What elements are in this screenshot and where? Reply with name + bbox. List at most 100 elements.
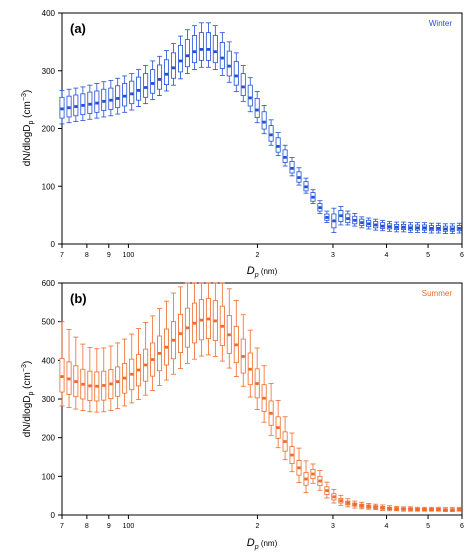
box-19 [191, 282, 197, 360]
box-53 [428, 222, 434, 234]
box-2 [73, 336, 79, 410]
box-31 [275, 132, 281, 157]
box-13 [150, 315, 156, 391]
box-1 [66, 88, 72, 124]
box-5 [94, 348, 100, 413]
box-28 [254, 347, 260, 410]
box-16 [170, 292, 177, 375]
box-49 [401, 221, 407, 233]
y-tick-label: 600 [42, 279, 56, 288]
box-6 [101, 347, 107, 413]
x-tick-label: 8 [85, 252, 89, 259]
box-57 [456, 506, 462, 512]
y-tick-label: 0 [51, 511, 56, 520]
y-tick-label: 400 [42, 9, 56, 18]
box-29 [261, 365, 267, 423]
box-8 [115, 342, 121, 410]
y-axis-label-summer: dN/dlogDp (cm−3) [21, 361, 35, 437]
box-3 [80, 343, 86, 412]
box-17 [177, 35, 184, 80]
box-15 [163, 300, 170, 381]
x-axis-label-summer: Dp (nm) [247, 537, 278, 551]
box-23 [219, 282, 225, 362]
box-27 [247, 329, 253, 398]
y-tick-label: 500 [42, 318, 56, 327]
legend-winter: Winter [429, 19, 452, 28]
box-46 [380, 219, 386, 232]
x-tick-label: 100 [123, 252, 135, 259]
box-43 [359, 216, 365, 229]
box-48 [394, 506, 400, 512]
box-44 [366, 502, 372, 510]
x-tick-label: 2 [256, 523, 260, 530]
box-14 [157, 308, 163, 386]
box-39 [331, 489, 337, 504]
box-55 [442, 223, 448, 235]
box-50 [408, 222, 414, 233]
box-0 [59, 89, 65, 125]
box-31 [275, 400, 281, 449]
box-20 [198, 22, 204, 68]
x-tick-label: 5 [426, 523, 430, 530]
box-21 [205, 282, 211, 356]
box-4 [87, 347, 93, 413]
box-54 [435, 222, 441, 234]
box-42 [352, 500, 358, 509]
box-24 [226, 41, 232, 83]
x-tick-label: 9 [107, 523, 111, 530]
box-47 [387, 505, 393, 512]
box-41 [345, 498, 351, 508]
box-26 [240, 314, 246, 387]
box-11 [136, 328, 142, 400]
box-7 [108, 345, 114, 412]
box-25 [233, 299, 239, 377]
box-4 [87, 84, 93, 120]
box-26 [240, 65, 246, 102]
y-tick-label: 100 [42, 472, 56, 481]
x-axis-label-winter: Dp (nm) [247, 265, 278, 279]
box-33 [289, 432, 295, 473]
box-5 [94, 83, 100, 119]
box-55 [442, 507, 448, 512]
x-tick-label: 3 [331, 252, 335, 259]
panel-winter: (a) Winter 0 100 200 300 400 7 8 9 100 2 3 4 5 6 dN/… [21, 9, 464, 279]
box-53 [428, 506, 434, 512]
box-3 [80, 86, 86, 121]
box-51 [414, 222, 421, 233]
panel-label-a: (a) [70, 21, 86, 36]
boxplots-summer [59, 282, 462, 512]
box-7 [108, 80, 114, 117]
y-tick-label: 300 [42, 395, 56, 404]
box-9 [122, 338, 128, 407]
box-33 [289, 156, 295, 177]
box-28 [254, 91, 260, 124]
x-tick-label: 7 [60, 523, 64, 530]
box-29 [261, 105, 267, 135]
box-9 [122, 75, 128, 113]
y-axis-label-winter: dN/dlogDp (cm−3) [21, 90, 35, 166]
box-42 [352, 212, 358, 227]
box-44 [366, 217, 372, 230]
box-49 [401, 506, 407, 512]
y-tick-label: 300 [42, 67, 56, 76]
panel-summer: (b) Summer 0 100 200 300 400 500 600 7 8 9 100 2 3 4… [21, 279, 464, 551]
box-43 [359, 501, 365, 510]
box-19 [191, 25, 197, 70]
y-axis-ticks-summer: 0 100 200 300 400 500 600 [42, 279, 62, 520]
box-27 [247, 77, 253, 113]
box-37 [317, 200, 323, 214]
panel-label-b: (b) [70, 291, 87, 306]
box-57 [456, 222, 462, 234]
x-axis-ticks-winter: 7 8 9 100 2 3 4 5 6 [60, 244, 464, 259]
y-tick-label: 0 [51, 240, 56, 249]
box-22 [212, 25, 218, 70]
box-52 [421, 506, 428, 512]
box-2 [73, 87, 79, 122]
box-12 [143, 322, 149, 396]
y-axis-ticks-winter: 0 100 200 300 400 [42, 9, 62, 249]
box-21 [205, 22, 211, 68]
box-39 [331, 207, 337, 233]
box-56 [449, 223, 455, 235]
box-10 [129, 73, 135, 111]
